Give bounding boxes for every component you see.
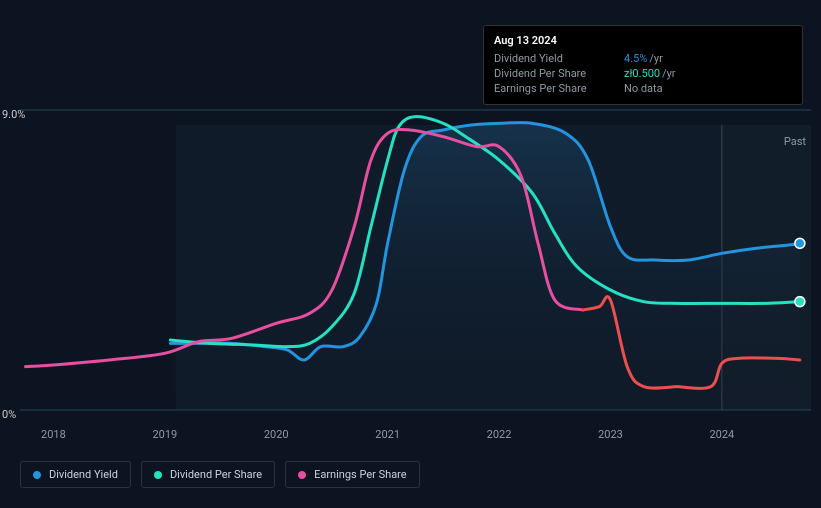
legend-label: Dividend Yield (49, 468, 118, 481)
y-axis-label-max: 9.0% (2, 108, 25, 121)
past-label: Past (784, 135, 806, 148)
tooltip-label: Earnings Per Share (494, 82, 624, 95)
x-tick: 2021 (375, 428, 400, 441)
tooltip-label: Dividend Per Share (494, 67, 624, 80)
x-tick: 2022 (487, 428, 512, 441)
legend-dot (33, 471, 41, 479)
tooltip-value: zł0.500 (624, 67, 660, 80)
x-tick: 2023 (598, 428, 623, 441)
tooltip-value: 4.5% (624, 52, 647, 65)
legend-item[interactable]: Dividend Per Share (141, 461, 275, 488)
tooltip-row: Earnings Per ShareNo data (494, 81, 788, 96)
dividend-chart: Past 9.0% 0% 2018 2019 2020 2021 2022 2023 202… (0, 0, 821, 508)
x-tick: 2018 (41, 428, 66, 441)
legend-item[interactable]: Earnings Per Share (285, 461, 420, 488)
tooltip-date: Aug 13 2024 (494, 34, 788, 47)
x-axis: 2018 2019 2020 2021 2022 2023 2024 (20, 428, 811, 448)
tooltip-label: Dividend Yield (494, 52, 624, 65)
legend-item[interactable]: Dividend Yield (20, 461, 131, 488)
x-tick: 2024 (709, 428, 734, 441)
x-tick: 2020 (264, 428, 289, 441)
tooltip: Aug 13 2024 Dividend Yield4.5%/yrDividen… (483, 25, 803, 105)
x-tick: 2019 (152, 428, 177, 441)
legend-dot (298, 471, 306, 479)
legend: Dividend Yield Dividend Per Share Earnings… (20, 461, 420, 488)
tooltip-row: Dividend Per Sharezł0.500/yr (494, 66, 788, 81)
tooltip-unit: /yr (649, 52, 662, 65)
tooltip-row: Dividend Yield4.5%/yr (494, 51, 788, 66)
tooltip-unit: /yr (662, 67, 675, 80)
y-axis-label-min: 0% (2, 408, 16, 421)
tooltip-value: No data (624, 82, 663, 95)
legend-dot (154, 471, 162, 479)
legend-label: Dividend Per Share (170, 468, 262, 481)
legend-label: Earnings Per Share (314, 468, 407, 481)
